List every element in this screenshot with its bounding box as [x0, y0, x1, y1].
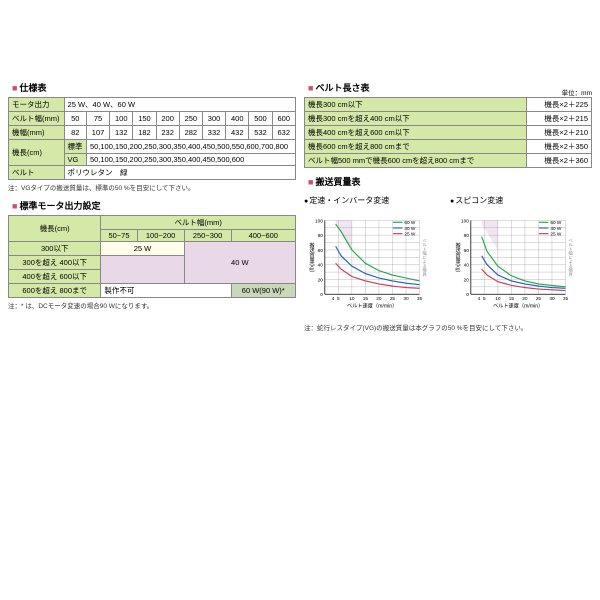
capacity-note: 注：蛇行レスタイプ(VG)の搬送質量は本グラフの50 %を目安にして下さい。	[304, 322, 592, 332]
chart2-title: スピコン変速	[450, 195, 592, 206]
spec-label-0: モータ出力	[9, 98, 65, 112]
length-table: 機長300 cm以下機長×2＋225機長300 cmを超え400 cm以下機長×…	[304, 97, 592, 168]
svg-text:35: 35	[417, 296, 423, 302]
svg-text:30: 30	[549, 296, 555, 302]
svg-text:25: 25	[536, 296, 542, 302]
svg-text:35: 35	[563, 296, 569, 302]
svg-text:25: 25	[390, 296, 396, 302]
svg-text:25 W: 25 W	[404, 232, 416, 238]
svg-text:0: 0	[466, 292, 469, 298]
svg-text:80: 80	[464, 233, 470, 239]
svg-text:20: 20	[318, 277, 324, 283]
svg-text:60 W: 60 W	[550, 220, 562, 226]
chart1: 0 20 40 60 80 100 5 10 15 20 25 30 35 4 60 W40 W25 W ベル…	[304, 208, 446, 318]
svg-text:15: 15	[509, 296, 515, 302]
chart1-title: 定速・インバータ変速	[304, 195, 446, 206]
svg-text:0: 0	[320, 292, 323, 298]
length-unit: 単位：mm	[562, 87, 592, 97]
svg-text:25 W: 25 W	[550, 232, 562, 238]
svg-text:60: 60	[318, 248, 324, 254]
svg-text:ベルト幅による限界: ベルト幅による限界	[568, 238, 574, 278]
spec-table: モータ出力25 W、40 W、60 W ベルト幅(mm)507510015020…	[8, 97, 296, 180]
svg-text:100: 100	[315, 218, 323, 224]
svg-text:80: 80	[318, 233, 324, 239]
motor-note: 注：* は、DCモータ変速の場合90 Wになります。	[8, 300, 296, 310]
svg-text:40 W: 40 W	[550, 226, 562, 232]
svg-text:100: 100	[461, 218, 469, 224]
svg-text:15: 15	[363, 296, 369, 302]
svg-text:4: 4	[332, 296, 335, 302]
spec-note: 注：VGタイプの搬送質量は、標準の50 %を目安にして下さい。	[8, 182, 296, 192]
svg-text:20: 20	[522, 296, 528, 302]
chart2: 0 20 40 60 80 100 5 10 15 20 25 30 35 4 60 W40 W25 W ベル…	[450, 208, 592, 318]
length-title: ベルト長さ表	[304, 80, 373, 95]
capacity-title: 搬送質量表	[304, 174, 364, 189]
svg-text:40: 40	[464, 263, 470, 269]
svg-text:5: 5	[337, 296, 340, 302]
svg-text:ベルト速度（m/min）: ベルト速度（m/min）	[493, 301, 543, 309]
motor-table: 機長(cm)ベルト幅(mm) 50~75100~200250~300400~60…	[8, 215, 296, 298]
svg-text:60: 60	[464, 248, 470, 254]
svg-text:ベルト幅による限界: ベルト幅による限界	[422, 238, 428, 278]
svg-text:4: 4	[478, 296, 481, 302]
motor-title: 標準モータ出力設定	[8, 198, 104, 213]
svg-text:搬送質量(kg): 搬送質量(kg)	[454, 241, 460, 272]
svg-text:10: 10	[349, 296, 355, 302]
svg-text:搬送質量(kg): 搬送質量(kg)	[308, 241, 314, 272]
svg-text:5: 5	[483, 296, 486, 302]
svg-text:20: 20	[376, 296, 382, 302]
svg-text:20: 20	[464, 277, 470, 283]
svg-text:60 W: 60 W	[404, 220, 416, 226]
svg-text:ベルト速度（m/min）: ベルト速度（m/min）	[347, 301, 397, 309]
svg-text:40 W: 40 W	[404, 226, 416, 232]
spec-title: 仕様表	[8, 80, 50, 95]
svg-text:40: 40	[318, 263, 324, 269]
svg-text:10: 10	[495, 296, 501, 302]
svg-text:30: 30	[403, 296, 409, 302]
